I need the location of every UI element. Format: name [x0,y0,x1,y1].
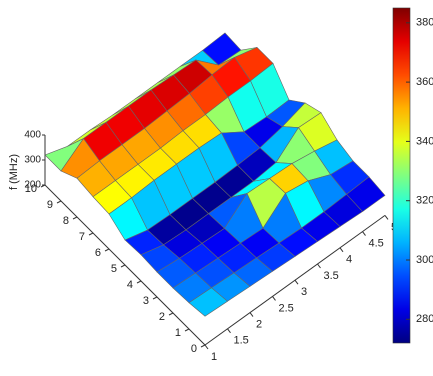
x-tick-label: 3.5 [324,270,339,282]
x-tick [227,328,231,334]
z-tick-label: 200 [24,180,41,191]
x-tick [362,231,366,236]
y-tick-label: 8 [63,215,69,227]
x-tick [204,344,209,350]
y-tick-label: 5 [111,263,117,275]
surface-cell [188,287,228,317]
x-tick-label: 4 [346,254,352,266]
y-tick-label: 9 [47,199,53,211]
x-tick [294,279,299,285]
y-tick-label: 10 [25,183,37,195]
y-tick [120,264,126,268]
x-tick-label: 1 [211,351,217,363]
y-tick-label: 7 [79,231,85,243]
colorbar-tick-label: 280 [416,313,433,325]
y-tick [72,216,78,220]
y-tick [200,344,206,348]
x-tick [317,263,321,269]
z-axis-label: f (MHz) [8,154,20,190]
x-tick [249,312,254,317]
x-tick-label: 1.5 [234,335,249,347]
y-tick [104,248,110,252]
y-tick [88,232,94,236]
y-tick [184,328,190,332]
y-tick-label: 0 [191,343,197,355]
y-tick-label: 4 [127,279,133,291]
colorbar-tick-label: 340 [416,135,433,147]
colorbar-tick-label: 380 [416,17,433,29]
colorbar-tick-label: 360 [416,76,433,88]
y-tick-label: 3 [143,295,149,307]
y-tick [168,312,174,316]
x-tick [384,215,389,220]
y-tick [152,296,158,300]
colorbar [392,7,411,344]
y-tick-label: 2 [159,311,165,323]
y-tick [136,280,142,284]
y-tick [56,200,62,204]
x-tick [339,247,344,253]
x-tick-label: 4.5 [369,238,384,250]
colorbar-tick-label: 320 [416,195,433,207]
x-tick-label: 3 [301,286,307,298]
y-tick-label: 6 [95,247,101,259]
x-tick-label: 2 [256,319,262,331]
z-tick-label: 400 [24,130,41,141]
x-tick [272,296,276,301]
x-tick-label: 2.5 [279,302,294,314]
colorbar-tick-label: 300 [416,254,433,266]
y-tick-label: 1 [175,327,181,339]
z-tick-label: 300 [24,155,41,166]
